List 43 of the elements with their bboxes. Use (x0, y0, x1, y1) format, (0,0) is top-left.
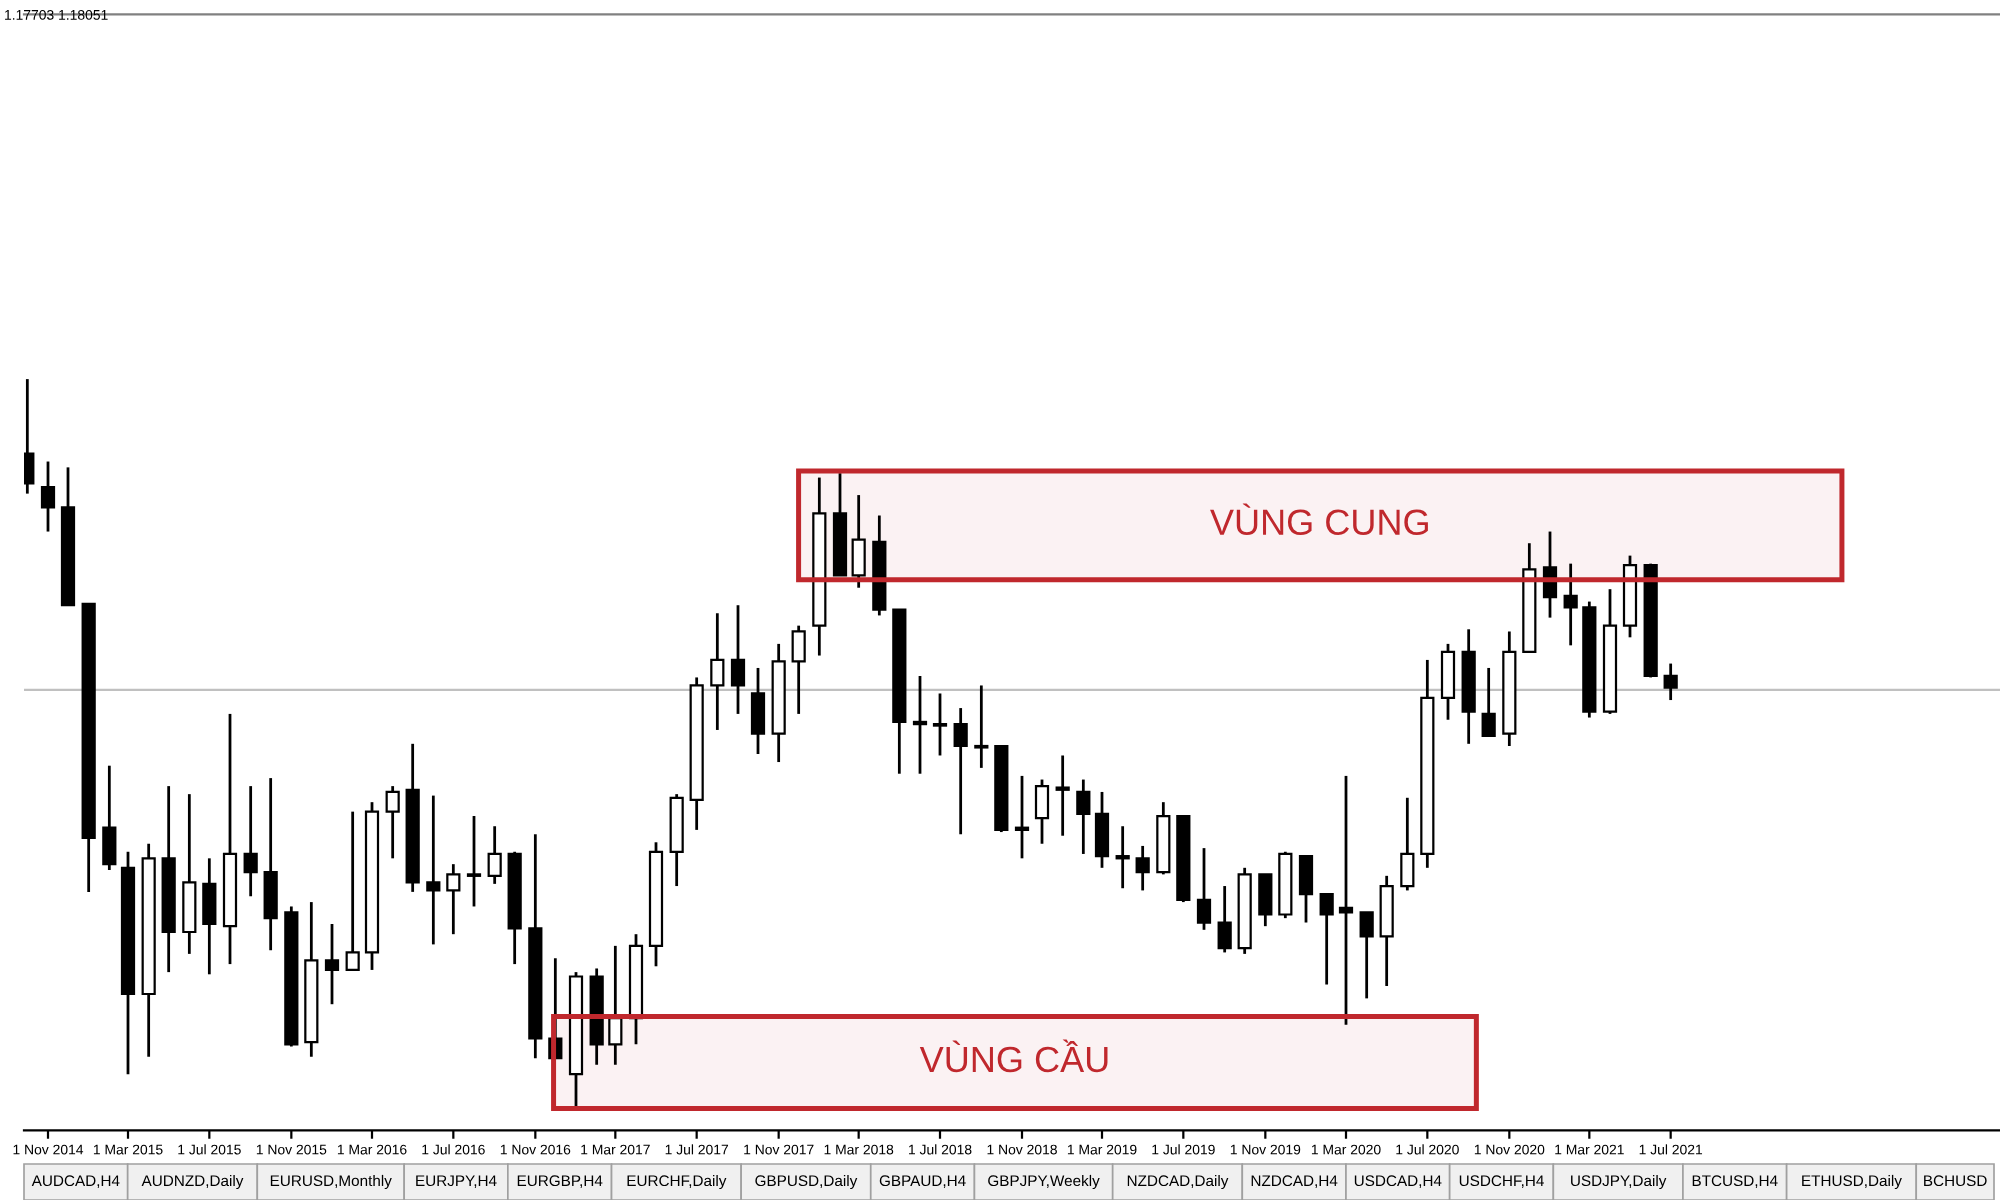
candlestick (710, 611, 725, 732)
candlestick (324, 922, 340, 1006)
candlestick (1217, 884, 1232, 954)
candlestick (385, 784, 400, 860)
candlestick (912, 674, 928, 776)
candlestick (446, 862, 461, 936)
candlestick (1400, 796, 1415, 892)
candlestick (1258, 872, 1273, 928)
candlestick (791, 624, 806, 716)
candlestick (1481, 666, 1496, 738)
candlestick (102, 764, 117, 872)
candlestick (608, 944, 623, 1067)
band-label: VÙNG CẦU (919, 1039, 1108, 1073)
candlestick (851, 493, 866, 590)
candlestick (345, 810, 360, 972)
candlestick (974, 684, 989, 770)
candlestick (932, 692, 948, 757)
candlestick (1055, 754, 1070, 838)
band-label: VÙNG CUNG (1210, 503, 1428, 536)
candlestick (487, 824, 502, 886)
candlestick (426, 794, 441, 946)
candlestick (1034, 778, 1050, 846)
candlestick (730, 603, 746, 716)
candlestick (1135, 844, 1150, 892)
candlestick (1298, 854, 1314, 924)
candlestick (1440, 642, 1456, 722)
candlestick (1196, 846, 1212, 932)
candlestick (1076, 778, 1091, 856)
candlestick (40, 460, 56, 533)
candlestick (466, 814, 482, 908)
candlestick (750, 666, 766, 756)
candlestick (1319, 892, 1334, 986)
candlestick (953, 706, 968, 836)
candlestick (1663, 662, 1678, 702)
candlestick (263, 776, 278, 952)
candlestick (202, 856, 217, 976)
candlestick (1563, 562, 1578, 647)
candlestick (243, 784, 258, 898)
candlestick (1094, 790, 1110, 870)
candlestick (1115, 824, 1130, 890)
candlestick (1359, 910, 1374, 1000)
candlestick (1338, 774, 1354, 1027)
candlestick (1014, 774, 1030, 860)
